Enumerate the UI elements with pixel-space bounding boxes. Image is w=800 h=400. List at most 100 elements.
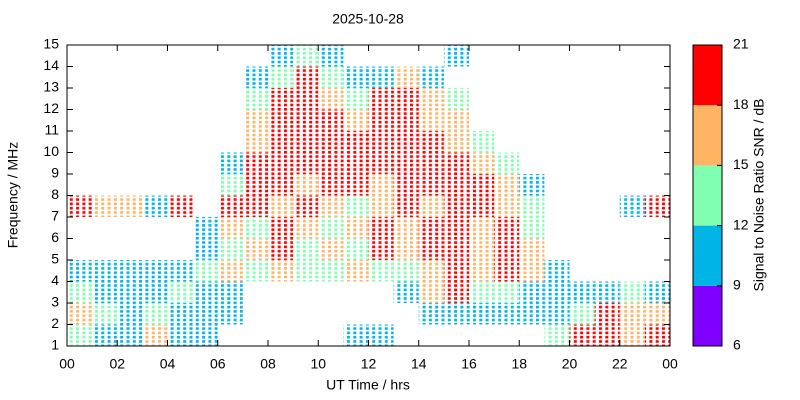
y-tick-label: 6 [51,229,59,245]
heatmap-cell [418,174,444,196]
heatmap-cell [242,109,268,131]
heatmap-cell [418,281,444,303]
colorbar-swatch [693,45,722,106]
x-tick-label: 08 [260,356,276,372]
heatmap-cell [368,217,394,239]
heatmap-cell [619,324,645,346]
y-tick-label: 5 [51,251,59,267]
heatmap-cell [494,238,520,260]
heatmap-cell [142,260,168,282]
heatmap-cell [443,152,469,174]
heatmap-cell [192,281,218,303]
heatmap-cell [293,260,319,282]
x-axis-label: UT Time / hrs [326,377,410,393]
heatmap-cell [544,324,570,346]
colorbar-swatch [693,285,722,346]
heatmap-cell [217,174,243,196]
heatmap-cell [368,260,394,282]
heatmap-cell [393,195,419,217]
heatmap-cell [92,260,118,282]
heatmap-cell [242,217,268,239]
heatmap-cell [393,260,419,282]
heatmap-cell [443,260,469,282]
heatmap-cell [293,152,319,174]
heatmap-cell [368,66,394,88]
x-tick-label: 18 [511,356,527,372]
heatmap-cell [343,109,369,131]
heatmap-cell [594,281,620,303]
heatmap-cell [242,131,268,153]
heatmap-cell [268,238,294,260]
heatmap-cell [293,66,319,88]
heatmap-cell [192,324,218,346]
heatmap-cell [343,152,369,174]
heatmap-cell [318,88,344,110]
heatmap-cell [418,109,444,131]
heatmap-cell [117,281,143,303]
heatmap-cell [544,281,570,303]
y-tick-label: 7 [51,208,59,224]
heatmap-cell [217,281,243,303]
heatmap-cell [92,195,118,217]
heatmap-cell [368,88,394,110]
heatmap-cell [242,152,268,174]
heatmap-cell [318,238,344,260]
heatmap-cell [293,88,319,110]
heatmap-cell [594,324,620,346]
heatmap-cell [343,260,369,282]
heatmap-cell [494,217,520,239]
heatmap-cell [644,195,670,217]
x-tick-label: 00 [662,356,678,372]
colorbar-tick-label: 9 [733,277,741,293]
heatmap-cell [368,324,394,346]
heatmap-cell [418,66,444,88]
x-tick-label: 04 [160,356,176,372]
heatmap-cell [368,195,394,217]
heatmap-cell [393,238,419,260]
heatmap-cell [368,238,394,260]
heatmap-cell [418,238,444,260]
heatmap-cell [569,281,595,303]
heatmap-cell [644,324,670,346]
heatmap-cell [519,303,545,325]
x-tick-label: 20 [562,356,578,372]
colorbar-swatch [693,165,722,226]
heatmap-cell [343,88,369,110]
heatmap-cell [242,195,268,217]
heatmap-cell [293,217,319,239]
heatmap-cell [268,152,294,174]
heatmap-cell [268,131,294,153]
heatmap-cell [142,281,168,303]
heatmap-cell [117,260,143,282]
heatmap-cell [268,217,294,239]
x-tick-label: 22 [612,356,628,372]
heatmap-cell [418,131,444,153]
heatmap-cell [494,303,520,325]
x-tick-label: 12 [361,356,377,372]
heatmap-cell [469,131,495,153]
heatmap-cell [443,88,469,110]
heatmap-cell [293,174,319,196]
colorbar-tick-label: 12 [733,216,749,232]
heatmap-cell [494,152,520,174]
heatmap-cell [242,238,268,260]
heatmap-cell [393,66,419,88]
heatmap-cell [594,303,620,325]
heatmap-cell [293,45,319,67]
heatmap-cell [142,324,168,346]
heatmap-cell [368,109,394,131]
heatmap-cell [242,174,268,196]
heatmap-cell [318,45,344,67]
heatmap-cell [268,45,294,67]
heatmap-cell [469,195,495,217]
heatmap-cell [469,281,495,303]
heatmap-cell [443,281,469,303]
heatmap-cell [217,195,243,217]
heatmap-cell [519,195,545,217]
y-tick-label: 14 [43,57,59,73]
heatmap-cell [368,131,394,153]
heatmap-cell [644,281,670,303]
y-tick-label: 10 [43,143,59,159]
heatmap-cell [418,303,444,325]
heatmap-cell [268,109,294,131]
